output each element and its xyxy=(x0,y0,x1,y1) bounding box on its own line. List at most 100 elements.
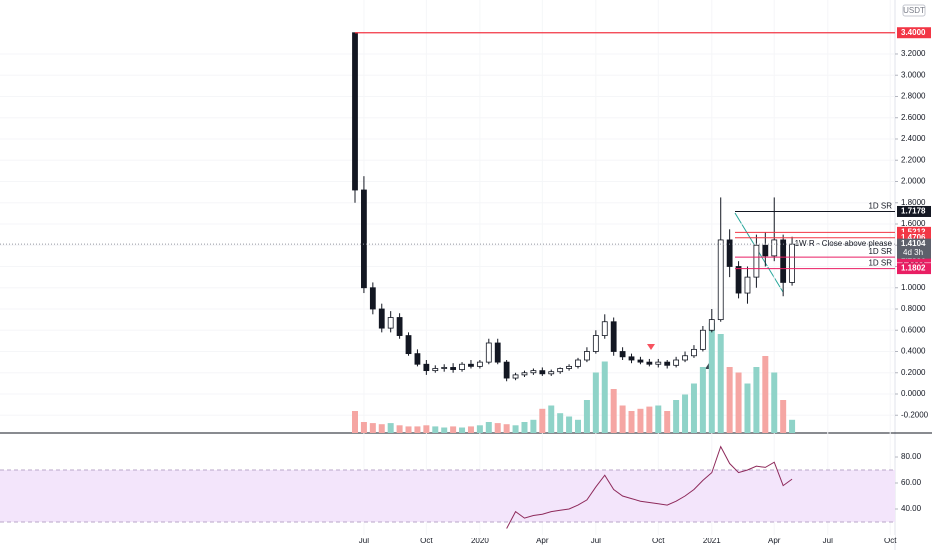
x-tick-label: Apr xyxy=(536,536,549,545)
candle-body xyxy=(646,361,653,365)
volume-bar xyxy=(352,411,358,433)
candle-body xyxy=(432,368,439,372)
x-tick-label: Jul xyxy=(823,536,833,545)
volume-bar xyxy=(664,411,671,433)
candle-body xyxy=(601,321,608,336)
volume-bar xyxy=(682,394,689,433)
x-tick-label: Oct xyxy=(420,536,433,545)
candle-body xyxy=(691,348,697,357)
y-tick-label: 0.0000 xyxy=(901,389,926,398)
candle-body xyxy=(530,370,537,374)
candle-body xyxy=(708,319,715,331)
candle-body xyxy=(468,363,474,367)
rsi-band xyxy=(0,470,895,523)
candle-body xyxy=(789,243,795,283)
volume-bar xyxy=(530,419,537,433)
candle-body xyxy=(619,351,626,358)
volume-bar xyxy=(789,419,796,433)
level-label: 1.7178 xyxy=(901,207,926,216)
volume-bar xyxy=(432,426,439,433)
y-tick-label: 1.6000 xyxy=(901,219,926,228)
volume-bar xyxy=(610,389,617,433)
rsi-line xyxy=(506,445,793,529)
volume-bar xyxy=(521,422,528,433)
level-name: 1D SR xyxy=(868,259,892,268)
candle-body xyxy=(575,359,581,367)
volume-bar xyxy=(637,408,644,433)
level-label: 1.4706 xyxy=(901,233,926,242)
level-label: 3.4000 xyxy=(901,28,926,37)
candle-body xyxy=(637,359,644,363)
volume-bar xyxy=(405,426,412,433)
y-tick-label: 2.6000 xyxy=(901,113,926,122)
rsi-tick-label: 40.00 xyxy=(901,504,922,513)
volume-bar xyxy=(619,405,626,433)
candle-body xyxy=(521,372,528,376)
candle-body xyxy=(699,329,706,350)
volume-bar xyxy=(628,411,635,433)
volume-bar xyxy=(592,372,599,433)
rsi-tick-label: 80.00 xyxy=(901,452,922,461)
volume-bar xyxy=(369,423,376,433)
x-tick-label: Apr xyxy=(768,536,781,545)
candle-body xyxy=(771,239,778,257)
currency-box xyxy=(902,4,926,17)
candle-body xyxy=(423,363,430,372)
x-tick-label: Oct xyxy=(884,536,897,545)
level-name: 1D SR xyxy=(868,247,892,256)
x-tick-label: Jul xyxy=(591,536,601,545)
candle-body xyxy=(584,351,590,361)
volume-bar xyxy=(423,425,430,433)
volume-bar xyxy=(360,422,367,433)
volume-bar xyxy=(575,419,581,433)
volume-bar xyxy=(450,426,457,433)
candle-body xyxy=(566,365,572,369)
volume-bar xyxy=(459,427,466,433)
currency: USDT xyxy=(903,6,925,15)
volume-bar xyxy=(414,426,421,433)
rsi-tick-label: 60.00 xyxy=(901,478,922,487)
candle-body xyxy=(396,317,403,336)
candle-body xyxy=(459,363,465,370)
volume-bar xyxy=(539,408,546,433)
y-tick-label: -0.2000 xyxy=(901,410,929,419)
volume-bar xyxy=(771,372,778,433)
x-tick-label: Jul xyxy=(359,536,369,545)
candle-body xyxy=(673,359,680,366)
last-price-label: 1.4104 xyxy=(901,239,926,248)
candle-body xyxy=(512,374,519,379)
volume-bar xyxy=(476,425,483,433)
volume-bar xyxy=(566,416,573,433)
candle-body xyxy=(610,321,617,352)
y-tick-label: 0.6000 xyxy=(901,325,926,334)
candle-body xyxy=(352,32,358,191)
volume-bar xyxy=(699,367,706,433)
candle-body xyxy=(726,239,733,267)
x-tick-label: 2021 xyxy=(703,536,721,545)
candle-body xyxy=(405,335,412,355)
volume-bar xyxy=(735,372,742,433)
candle-body xyxy=(780,239,787,283)
candle-body xyxy=(717,239,724,321)
candle-body xyxy=(441,367,448,369)
volume-bar xyxy=(717,334,724,433)
y-tick-label: 2.2000 xyxy=(901,155,926,164)
volume-bar xyxy=(601,361,608,433)
candle-body xyxy=(557,368,564,373)
y-tick-label: 0.2000 xyxy=(901,368,926,377)
level-label: 1.1802 xyxy=(901,264,926,273)
y-tick-label: 0.8000 xyxy=(901,304,926,313)
volume-bar xyxy=(503,424,510,433)
volume-bar xyxy=(673,400,680,433)
candle-body xyxy=(361,189,367,289)
x-tick-label: 2020 xyxy=(471,536,489,545)
volume-bar xyxy=(762,356,769,433)
candle-body xyxy=(548,371,555,375)
volume-bar xyxy=(744,383,751,433)
volume-bar xyxy=(494,423,501,433)
candle-body xyxy=(503,361,510,379)
level-label: 1.5212 xyxy=(901,227,926,236)
candle-body xyxy=(735,266,742,294)
y-tick-label: 0.4000 xyxy=(901,347,926,356)
